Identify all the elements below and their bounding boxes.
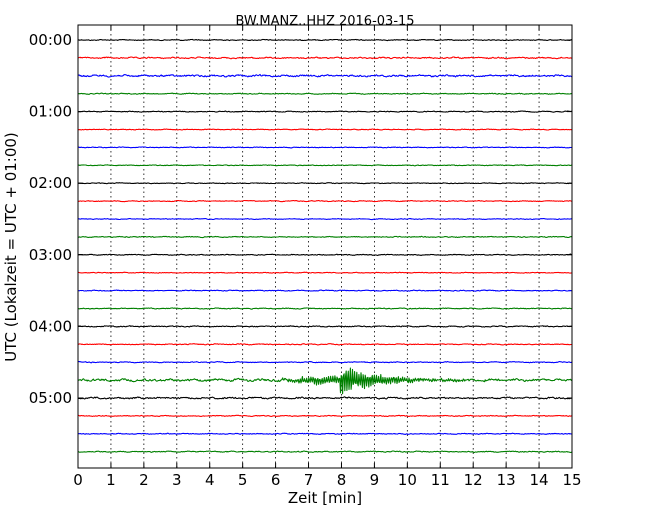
plot-frame [77,24,573,469]
trace-0000 [77,38,573,42]
trace-0200 [77,182,572,185]
trace-0515 [77,414,573,418]
x-tick-label-10: 10 [398,471,417,489]
trace-0045 [78,92,573,95]
trace-group [77,38,573,454]
y-tick-label-3: 03:00 [29,246,72,264]
chart-title: BW.MANZ..HHZ 2016-03-15 [235,14,414,29]
trace-0330 [77,289,573,292]
x-tick-label-8: 8 [337,471,347,489]
trace-0415 [77,343,572,346]
trace-0145 [77,164,572,167]
trace-0115 [77,128,573,131]
x-tick-label-14: 14 [530,471,549,489]
trace-0545 [78,450,573,454]
trace-0215 [78,199,572,203]
x-tick-label-0: 0 [73,471,83,489]
x-tick-label-7: 7 [304,471,314,489]
x-tick-label-3: 3 [172,471,182,489]
y-tick-label-1: 01:00 [29,103,72,121]
x-tick-label-13: 13 [497,471,516,489]
trace-0300 [77,253,573,256]
y-tick-label-2: 02:00 [29,174,72,192]
y-tick-label-5: 05:00 [29,389,72,407]
trace-0030 [77,73,573,78]
x-axis-label: Zeit [min] [288,489,362,507]
y-axis-ticks: 00:00 01:00 02:00 03:00 04:00 05:00 [29,31,572,407]
x-tick-label-15: 15 [562,471,581,489]
trace-0245 [77,235,573,239]
trace-0500 [77,396,573,400]
x-tick-label-9: 9 [370,471,380,489]
trace-0430 [77,360,573,364]
x-tick-label-5: 5 [238,471,248,489]
trace-0345 [77,307,572,310]
x-tick-label-11: 11 [431,471,450,489]
y-tick-label-0: 00:00 [29,31,72,49]
trace-0130 [77,146,573,149]
trace-0015 [77,56,573,60]
x-tick-label-2: 2 [139,471,149,489]
trace-0230 [78,217,572,221]
trace-0400 [77,325,573,328]
x-tick-label-6: 6 [271,471,281,489]
y-axis-label: UTC (Lokalzeit = UTC + 01:00) [2,132,20,362]
x-axis-ticks: 0 1 2 3 4 5 6 7 8 9 10 11 12 13 14 15 [73,25,582,489]
trace-0445 [77,367,573,395]
grid-lines [110,25,540,468]
x-tick-label-4: 4 [205,471,215,489]
x-tick-label-1: 1 [106,471,116,489]
y-tick-label-4: 04:00 [29,317,72,335]
trace-0530 [77,432,572,435]
x-tick-label-12: 12 [464,471,483,489]
trace-0100 [77,110,573,113]
trace-0315 [77,271,573,274]
